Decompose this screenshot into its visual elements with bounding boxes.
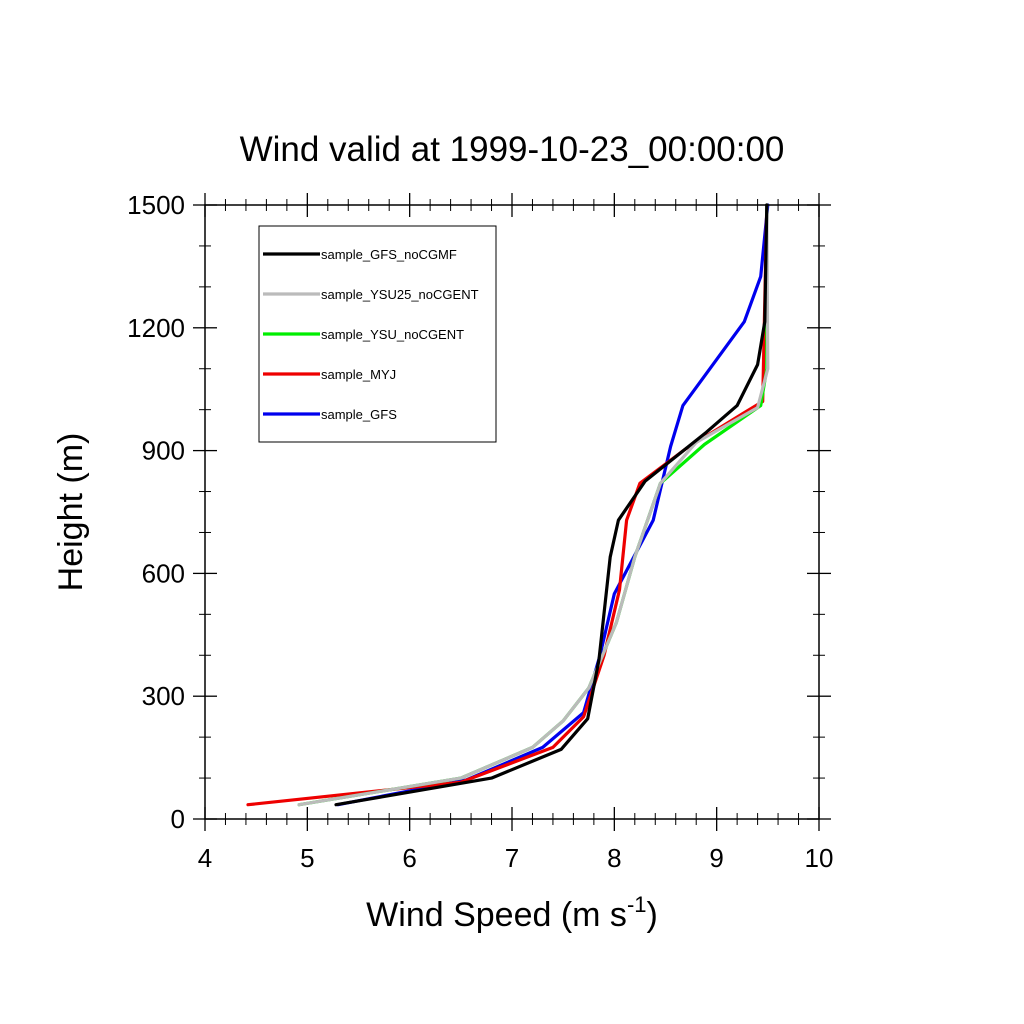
- x-tick-label: 5: [300, 843, 314, 873]
- legend-label: sample_GFS_noCGMF: [321, 247, 457, 262]
- y-axis-label: Height (m): [52, 433, 90, 592]
- y-tick-label: 300: [142, 681, 185, 711]
- legend-label: sample_YSU_noCGENT: [321, 327, 464, 342]
- x-tick-label: 6: [402, 843, 416, 873]
- x-axis-label-superscript: -1: [627, 892, 647, 917]
- y-tick-label: 1200: [127, 313, 185, 343]
- chart-title: Wind valid at 1999-10-23_00:00:00: [240, 130, 785, 169]
- x-tick-label: 9: [709, 843, 723, 873]
- x-axis-label-main: Wind Speed (m s: [366, 896, 627, 934]
- legend-label: sample_YSU25_noCGENT: [321, 287, 479, 302]
- legend-label: sample_MYJ: [321, 367, 396, 382]
- legend: sample_GFS_noCGMF sample_YSU25_noCGENTsam…: [258, 225, 497, 443]
- series-line-2: [297, 203, 770, 807]
- x-tick-label: 4: [198, 843, 212, 873]
- y-tick-label: 900: [142, 436, 185, 466]
- x-axis-label-tail: ): [647, 896, 658, 934]
- x-tick-label: 7: [505, 843, 519, 873]
- series-line-4: [246, 203, 769, 807]
- series-layer: [246, 203, 770, 807]
- series-line-1: [334, 203, 769, 807]
- y-tick-label: 1500: [127, 190, 185, 220]
- y-tick-label: 600: [142, 558, 185, 588]
- x-tick-label: 10: [805, 843, 834, 873]
- x-tick-label: 8: [607, 843, 621, 873]
- legend-label: sample_GFS: [321, 407, 397, 422]
- x-axis-label: Wind Speed (m s-1): [366, 892, 658, 934]
- y-tick-label: 0: [171, 804, 185, 834]
- plot-frame: [204, 204, 820, 820]
